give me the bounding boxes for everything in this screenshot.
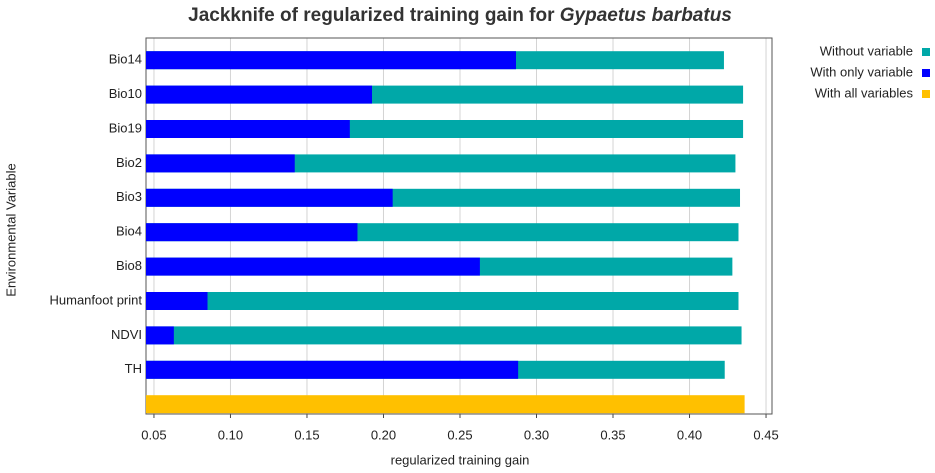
x-tick-label: 0.45 — [753, 427, 778, 442]
y-tick-label: Bio4 — [116, 224, 142, 239]
legend-label: With all variables — [815, 85, 914, 100]
bar — [146, 223, 358, 242]
y-tick-label: TH — [125, 361, 142, 376]
x-tick-label: 0.30 — [524, 427, 549, 442]
bar — [146, 326, 742, 345]
bar — [146, 360, 519, 379]
x-axis-label: regularized training gain — [391, 452, 530, 467]
bar — [146, 395, 745, 414]
bar — [146, 51, 516, 70]
bar — [146, 326, 174, 345]
chart-title: Jackknife of regularized training gain f… — [188, 5, 732, 26]
bar — [146, 292, 739, 310]
x-tick-label: 0.15 — [294, 427, 319, 442]
bar — [146, 257, 480, 276]
bar — [146, 292, 208, 310]
bar — [146, 188, 393, 207]
y-tick-label: Bio2 — [116, 155, 142, 170]
x-tick-label: 0.20 — [371, 427, 396, 442]
y-tick-label: Bio10 — [109, 86, 142, 101]
title-species: Gypaetus barbatus — [560, 5, 732, 26]
y-tick-label: NDVI — [111, 327, 142, 342]
legend-label: Without variable — [820, 43, 913, 58]
x-tick-label: 0.35 — [600, 427, 625, 442]
x-tick-label: 0.40 — [677, 427, 702, 442]
legend-label: With only variable — [810, 64, 913, 79]
title-text: Jackknife of regularized training gain f… — [188, 5, 555, 26]
x-tick-label: 0.25 — [447, 427, 472, 442]
y-axis-label: Environmental Variable — [3, 163, 18, 296]
x-tick-label: 0.05 — [141, 427, 166, 442]
x-tick-label: 0.10 — [218, 427, 243, 442]
bar — [146, 154, 295, 173]
bar — [146, 120, 350, 138]
bar — [146, 85, 373, 104]
y-tick-label: Bio19 — [109, 120, 142, 135]
legend-swatch — [922, 90, 930, 98]
y-tick-label: Bio14 — [109, 52, 142, 67]
legend-swatch — [922, 48, 930, 56]
y-tick-label: Bio3 — [116, 189, 142, 204]
y-tick-label: Humanfoot print — [50, 292, 143, 307]
legend-swatch — [922, 69, 930, 77]
y-tick-label: Bio8 — [116, 258, 142, 273]
